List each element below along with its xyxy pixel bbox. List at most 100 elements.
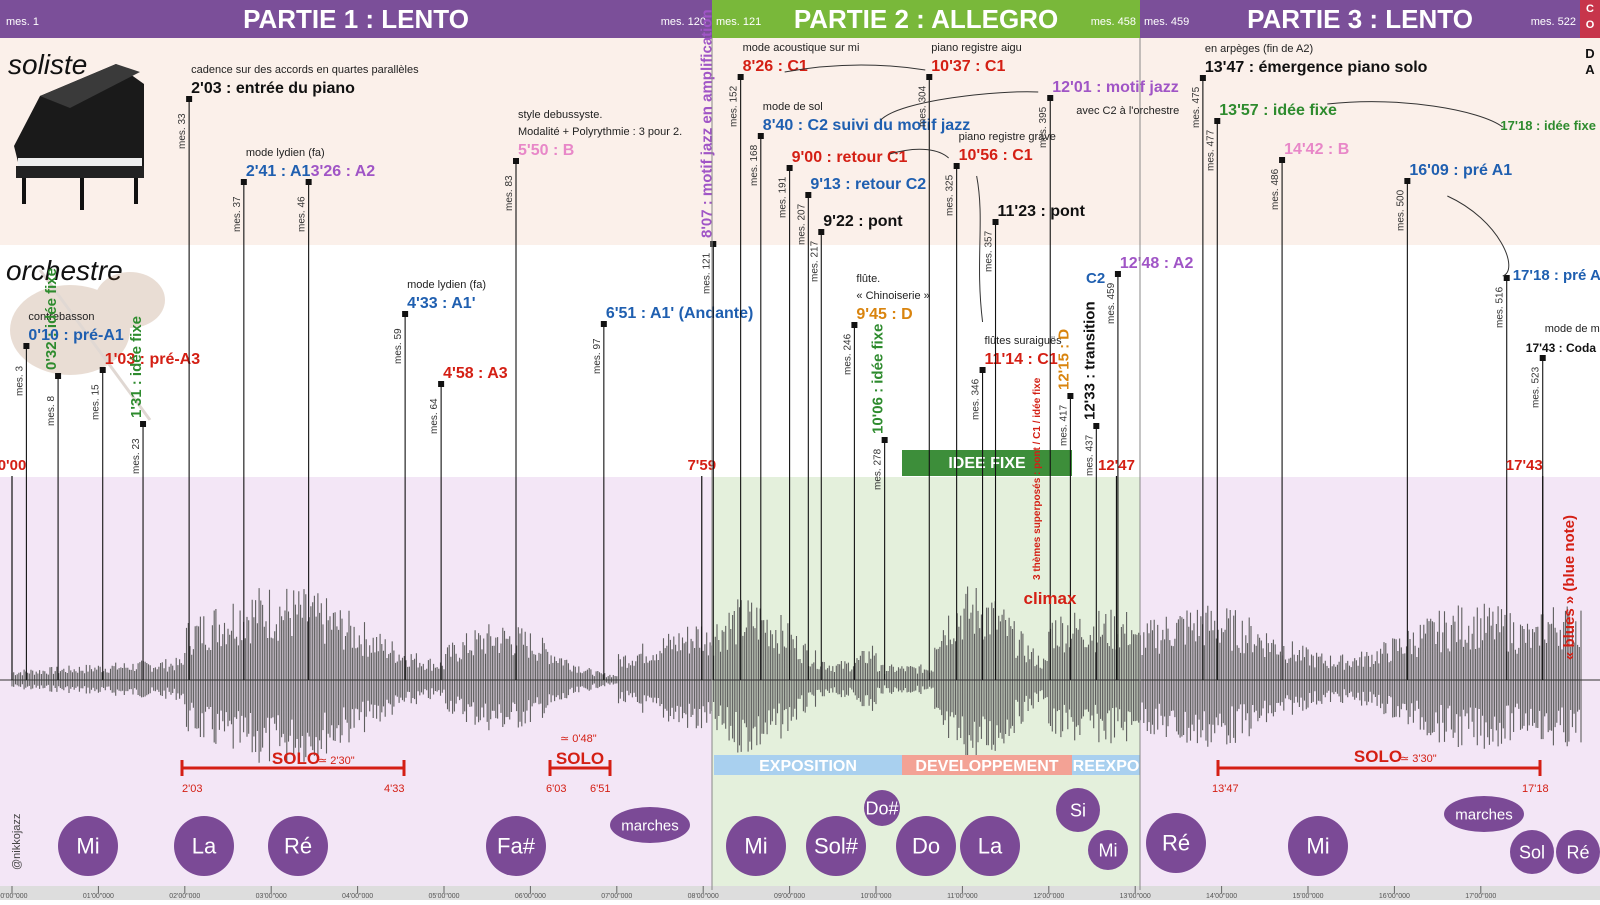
key-bubble [1510,830,1554,874]
key-label: La [978,834,1003,859]
part3-title: PARTIE 3 : LENTO [1247,4,1473,34]
event-note: contrebasson [28,311,94,323]
event-mesure: mes. 33 [177,113,188,149]
event-dot [851,322,858,328]
solo-end: 4'33 [384,783,404,795]
key-label: Sol# [814,834,859,859]
part3-end: mes. 522 [1531,16,1576,28]
event-mesure: mes. 246 [842,333,853,375]
solo-end: 17'18 [1522,783,1549,795]
key-label: Mi [1099,840,1118,860]
event-label: 14'42 : B [1284,141,1349,158]
orchestra-illustration [10,269,165,421]
tick-label: 13'00"000 [1120,893,1151,900]
event-label: 1'31 : idée fixe [128,316,145,418]
tick-label: 06'00"000 [515,893,546,900]
header: PARTIE 1 : LENTO mes. 1 mes. 120 PARTIE … [0,0,1600,77]
key-label: Ré [1162,831,1190,856]
key-bubble [1556,830,1600,874]
event-time-label: 17'43 [1506,457,1543,474]
orchestra-band [0,245,1600,477]
time-ticks: 00'00"000 01'00"000 02'00"000 03'00"000 04'0… [0,886,1496,900]
tick-label: 07'00"000 [601,893,632,900]
event-label: 17'18 : pré A1 [1513,267,1600,284]
section-developpement [902,755,1072,775]
sections: EXPOSITION DEVELOPPEMENT REEXPO [714,755,1140,775]
key-bubble [268,816,328,876]
tick-label: 09'00"000 [774,893,805,900]
tick-label: 08'00"000 [688,893,719,900]
event-dot [55,373,62,379]
key-bubble [610,807,690,843]
tick-label: 04'00"000 [342,893,373,900]
event-label: 9'13 : retour C2 [810,176,926,193]
event-mesure: mes. 486 [1270,168,1281,210]
event-label: 10'06 : idée fixe [870,324,887,434]
key-bubble [1288,816,1348,876]
tick-label: 15'00"000 [1292,893,1323,900]
part1-title: PARTIE 1 : LENTO [243,4,469,34]
soloist-label: soliste [8,49,87,80]
event-mesure: mes. 152 [729,85,740,127]
event-dot [992,219,999,225]
key-bubble [806,816,866,876]
event-dot [240,179,247,185]
part1-start: mes. 1 [6,16,39,28]
connector-arrow [1447,195,1510,277]
key-bubble [1056,788,1100,832]
event-note: piano registre grave [959,131,1056,143]
solo-start: 2'03 [182,783,202,795]
event-mesure: mes. 15 [91,384,102,420]
event-mesure: mes. 477 [1205,129,1216,171]
key-bubble [726,816,786,876]
coda-header [1580,0,1600,38]
event-mesure: mes. 8 [46,396,57,426]
event-mesure: mes. 395 [1038,106,1049,148]
part3-start: mes. 459 [1144,16,1189,28]
event-time-label: 12'47 [1098,457,1135,474]
event-dot [513,158,519,164]
event-note: Modalité + Polyrythmie : 3 pour 2. [518,126,682,138]
key-bubble [174,816,234,876]
tick-label: 03'00"000 [256,893,287,900]
event-note: en arpèges (fin de A2) [1205,43,1313,55]
section-reexpo [1072,755,1140,775]
key-bubble [896,816,956,876]
section-reexpo-label: REEXPO [1073,758,1140,775]
event-label: 13'47 : émergence piano solo [1205,59,1428,76]
event-dot [1114,271,1121,277]
event-note: mode de sol [763,101,823,113]
event-note: flûte. [856,273,880,285]
event-dot [1404,178,1411,184]
solo-start: 13'47 [1212,783,1239,795]
event-label: 4'33 : A1' [407,295,475,312]
key-label: Ré [1566,842,1589,862]
key-label: Mi [76,834,99,859]
coda-letter: O [1586,19,1595,31]
key-label: Mi [1306,834,1329,859]
connector-arrow [784,64,926,73]
event-time-label: 0'00 [0,457,26,474]
piano-icon [14,64,144,210]
solo-label: SOLO [272,749,320,768]
event-dot [402,311,409,317]
event-note: « Chinoiserie » [856,290,929,302]
event-note: mode acoustique sur mi [743,42,860,54]
event-mesure: mes. 516 [1495,286,1506,328]
key-label: Do [912,834,940,859]
event-label: 4'58 : A3 [443,365,508,382]
timeline-axis [0,886,1600,900]
event-markers: 0'00 mes. 3 0'10 : pré-A1 contrebasson mes. … [0,9,1600,680]
part2-end: mes. 458 [1091,16,1136,28]
event-dot [1093,423,1100,429]
tick-label: 10'00"000 [860,893,891,900]
event-dot [881,437,888,443]
solo-label: SOLO [556,749,604,768]
solo-label: SOLO [1354,747,1402,766]
key-bubble [960,816,1020,876]
event-mesure: mes. 417 [1058,404,1069,446]
event-label: 5'50 : B [518,142,574,159]
event-label: 0'32 : idée fixe [43,268,60,370]
solo-duration: ≃ 0'48" [560,733,597,745]
event-label: 6'51 : A1' (Andante) [606,305,753,322]
